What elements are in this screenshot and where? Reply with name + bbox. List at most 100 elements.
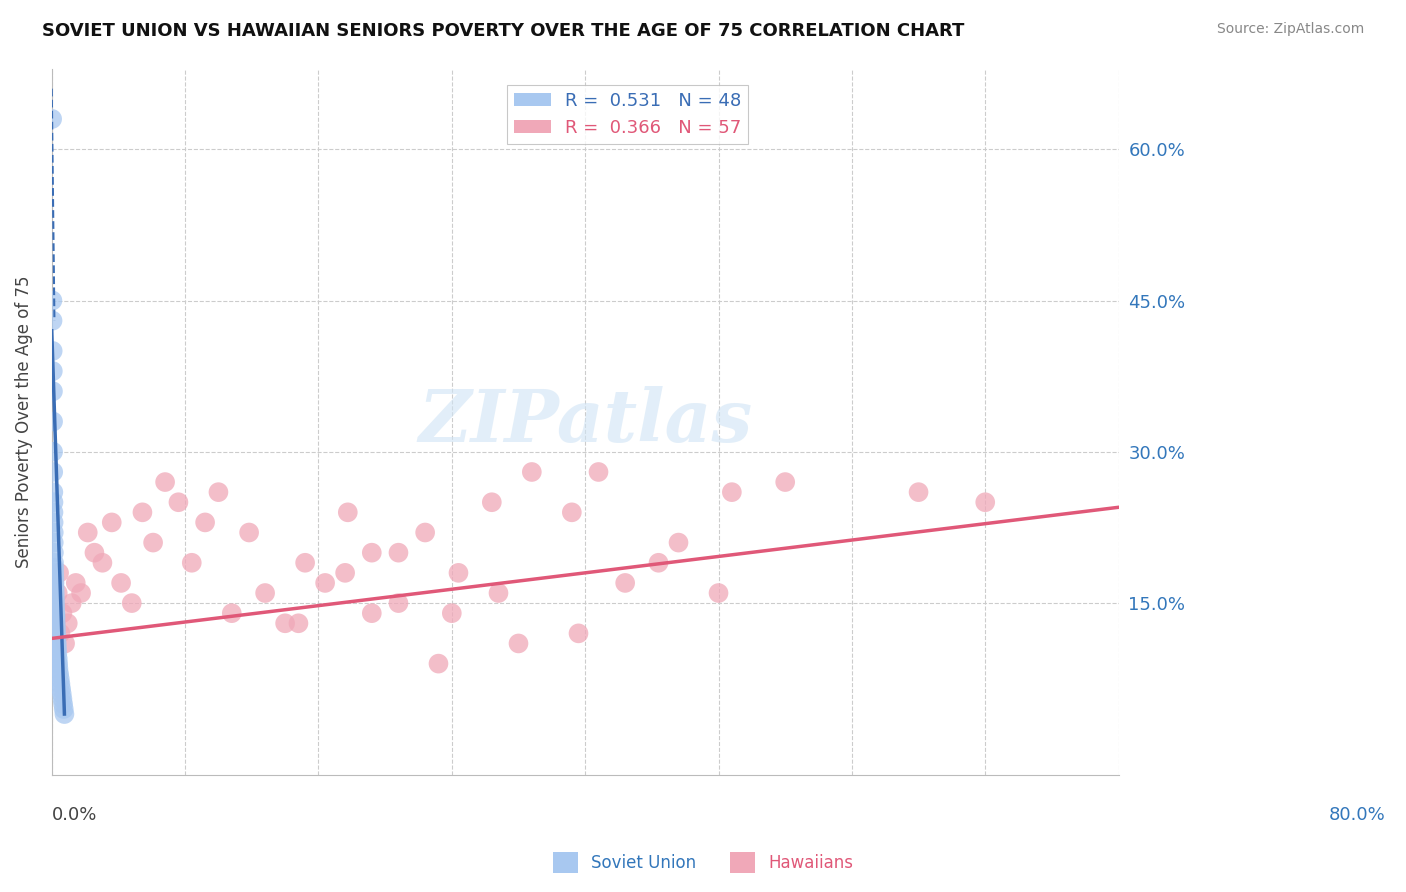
Point (45, 611, 67, 625)
Point (721, 485, 744, 500)
Point (447, 566, 470, 580)
Point (44, 591, 66, 605)
Point (387, 546, 409, 560)
Y-axis label: Seniors Poverty Over the Age of 75: Seniors Poverty Over the Age of 75 (15, 276, 32, 568)
Point (44, 596, 66, 610)
Text: ZIPatlas: ZIPatlas (418, 386, 752, 457)
Point (360, 606, 382, 620)
Point (561, 505, 583, 519)
Point (180, 556, 202, 570)
Point (42, 556, 65, 570)
Point (45, 621, 67, 635)
Point (647, 556, 669, 570)
Point (440, 606, 463, 620)
Point (194, 516, 217, 530)
Point (46, 647, 69, 661)
Point (238, 525, 260, 540)
Point (83, 546, 105, 560)
Point (48, 566, 70, 580)
Point (427, 657, 450, 671)
Point (42, 445, 65, 459)
Point (60, 596, 83, 610)
Point (52, 702, 75, 716)
Point (45, 616, 67, 631)
Text: 80.0%: 80.0% (1329, 806, 1385, 824)
Point (65, 576, 87, 591)
Point (45, 626, 67, 640)
Text: SOVIET UNION VS HAWAIIAN SENIORS POVERTY OVER THE AGE OF 75 CORRELATION CHART: SOVIET UNION VS HAWAIIAN SENIORS POVERTY… (42, 22, 965, 40)
Point (42, 384, 65, 399)
Point (52, 697, 75, 711)
Point (41, 314, 63, 328)
Point (254, 586, 277, 600)
Point (49, 681, 72, 696)
Point (91, 556, 114, 570)
Point (294, 556, 316, 570)
Point (588, 465, 610, 479)
Point (41, 343, 63, 358)
Point (70, 586, 93, 600)
Point (42, 546, 65, 560)
Point (44, 596, 66, 610)
Point (56, 616, 79, 631)
Point (48, 666, 70, 681)
Point (121, 596, 143, 610)
Point (207, 485, 229, 500)
Point (51, 606, 73, 620)
Point (53, 636, 76, 650)
Legend: R =  0.531   N = 48, R =  0.366   N = 57: R = 0.531 N = 48, R = 0.366 N = 57 (508, 85, 748, 145)
Point (42, 485, 65, 500)
Point (42, 516, 65, 530)
Point (46, 657, 69, 671)
Point (46, 641, 69, 656)
Point (488, 586, 510, 600)
Point (42, 535, 65, 549)
Point (567, 626, 589, 640)
Point (508, 636, 530, 650)
Point (45, 632, 67, 646)
Point (287, 616, 309, 631)
Point (49, 626, 72, 640)
Point (42, 495, 65, 509)
Point (44, 566, 66, 580)
Point (45, 616, 67, 631)
Point (360, 546, 382, 560)
Point (481, 495, 503, 509)
Point (153, 475, 176, 489)
Point (41, 112, 63, 126)
Point (413, 525, 436, 540)
Point (314, 576, 336, 591)
Point (520, 465, 543, 479)
Point (44, 601, 66, 615)
Text: Source: ZipAtlas.com: Source: ZipAtlas.com (1216, 22, 1364, 37)
Point (42, 415, 65, 429)
Point (46, 586, 69, 600)
Point (46, 651, 69, 665)
Point (44, 576, 66, 591)
Point (44, 561, 66, 575)
Point (45, 636, 67, 650)
Point (51, 692, 73, 706)
Point (274, 616, 297, 631)
Point (614, 576, 637, 591)
Point (131, 505, 153, 519)
Point (42, 525, 65, 540)
Point (707, 586, 730, 600)
Point (142, 535, 165, 549)
Point (49, 677, 72, 691)
Point (42, 576, 65, 591)
Point (44, 608, 66, 623)
Point (48, 672, 70, 686)
Point (974, 495, 997, 509)
Point (41, 293, 63, 308)
Point (42, 364, 65, 378)
Point (51, 687, 73, 701)
Point (336, 505, 359, 519)
Text: 0.0%: 0.0% (52, 806, 97, 824)
Point (42, 465, 65, 479)
Point (167, 495, 190, 509)
Point (333, 566, 356, 580)
Point (387, 596, 409, 610)
Point (48, 662, 70, 676)
Legend: Soviet Union, Hawaiians: Soviet Union, Hawaiians (547, 846, 859, 880)
